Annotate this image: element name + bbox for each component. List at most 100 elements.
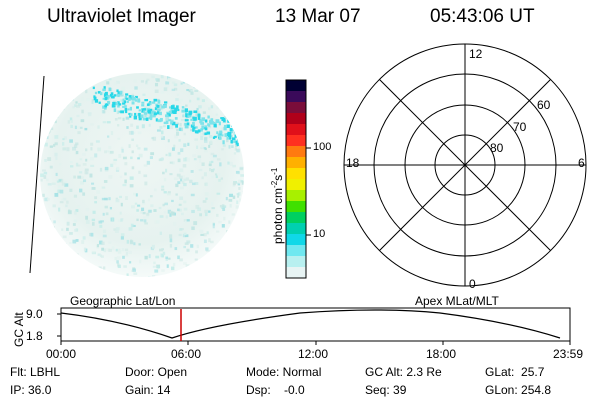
orbit-right-title: Apex MLat/MLT — [415, 294, 499, 308]
image-speckle — [140, 80, 145, 83]
glon-readout: GLon: 254.8 — [485, 383, 552, 397]
image-speckle — [65, 261, 68, 266]
image-speckle — [77, 175, 82, 179]
image-speckle — [58, 256, 63, 259]
aurora-speckle — [149, 108, 153, 112]
image-speckle — [203, 147, 207, 150]
image-speckle — [120, 146, 124, 150]
image-speckle — [151, 244, 155, 249]
image-speckle — [90, 273, 95, 276]
image-speckle — [63, 248, 68, 252]
image-speckle — [167, 111, 171, 115]
aurora-speckle — [107, 101, 110, 105]
image-speckle — [208, 163, 212, 167]
image-speckle — [102, 121, 107, 124]
image-speckle — [221, 224, 225, 228]
image-speckle — [190, 244, 194, 248]
image-speckle — [204, 137, 207, 141]
image-speckle — [215, 113, 218, 116]
image-speckle — [117, 264, 121, 269]
image-speckle — [200, 132, 204, 137]
aurora-speckle — [234, 134, 238, 138]
image-speckle — [116, 166, 120, 171]
image-speckle — [85, 219, 90, 224]
aurora-speckle — [232, 119, 236, 123]
image-speckle — [179, 186, 184, 190]
image-speckle — [48, 109, 51, 113]
aurora-speckle — [141, 101, 145, 104]
image-speckle — [45, 259, 49, 264]
image-speckle — [138, 170, 141, 174]
image-speckle — [107, 135, 110, 138]
image-speckle — [230, 122, 235, 126]
aurora-speckle — [176, 105, 179, 110]
image-speckle — [197, 78, 200, 82]
aurora-speckle — [205, 119, 208, 123]
image-speckle — [82, 265, 87, 269]
image-speckle — [72, 223, 76, 226]
image-speckle — [176, 131, 180, 136]
image-speckle — [156, 78, 160, 82]
image-speckle — [183, 262, 187, 265]
image-speckle — [204, 147, 207, 151]
image-speckle — [138, 243, 141, 246]
aurora-speckle — [240, 135, 244, 138]
aurora-speckle — [146, 103, 150, 106]
image-speckle — [169, 210, 173, 214]
aurora-speckle — [190, 124, 195, 128]
image-speckle — [225, 196, 228, 201]
image-speckle — [117, 250, 122, 254]
image-speckle — [130, 123, 134, 127]
image-speckle — [124, 248, 129, 252]
image-speckle — [165, 215, 168, 219]
aurora-speckle — [134, 112, 137, 116]
image-speckle — [189, 179, 193, 184]
image-speckle — [233, 181, 238, 184]
aurora-speckle — [192, 127, 195, 132]
image-speckle — [167, 209, 172, 214]
image-speckle — [79, 188, 83, 193]
image-speckle — [130, 156, 133, 160]
aurora-speckle — [188, 111, 193, 115]
orbit-y-tick-high: 9.0 — [26, 307, 43, 321]
image-speckle — [201, 85, 204, 89]
image-speckle — [180, 178, 183, 182]
image-speckle — [190, 128, 193, 132]
image-speckle — [238, 268, 243, 273]
image-speckle — [212, 223, 215, 226]
image-speckle — [43, 119, 47, 123]
aurora-speckle — [230, 128, 235, 131]
image-speckle — [100, 255, 104, 258]
image-speckle — [61, 198, 64, 201]
image-speckle — [62, 81, 65, 85]
image-speckle — [79, 126, 83, 129]
aurora-speckle — [197, 113, 201, 117]
image-speckle — [76, 125, 80, 129]
image-speckle — [215, 174, 218, 179]
image-speckle — [128, 250, 132, 254]
image-speckle — [99, 240, 103, 245]
aurora-speckle — [163, 101, 168, 104]
colorbar-band — [286, 179, 306, 191]
image-speckle — [81, 109, 84, 114]
image-speckle — [46, 73, 50, 76]
aurora-speckle — [200, 122, 205, 125]
aurora-speckle — [112, 95, 115, 99]
image-speckle — [234, 241, 238, 244]
image-speckle — [54, 192, 59, 197]
aurora-speckle — [146, 108, 150, 112]
image-speckle — [47, 231, 51, 235]
aurora-speckle — [103, 93, 107, 97]
image-speckle — [111, 246, 115, 251]
image-speckle — [89, 156, 94, 161]
image-speckle — [58, 207, 61, 212]
image-speckle — [161, 157, 164, 161]
image-speckle — [157, 105, 162, 110]
image-speckle — [75, 162, 79, 167]
image-speckle — [176, 173, 181, 177]
image-speckle — [130, 130, 134, 135]
aurora-speckle — [131, 97, 136, 101]
aurora-speckle — [138, 117, 142, 121]
image-speckle — [215, 77, 219, 82]
aurora-speckle — [231, 120, 234, 123]
